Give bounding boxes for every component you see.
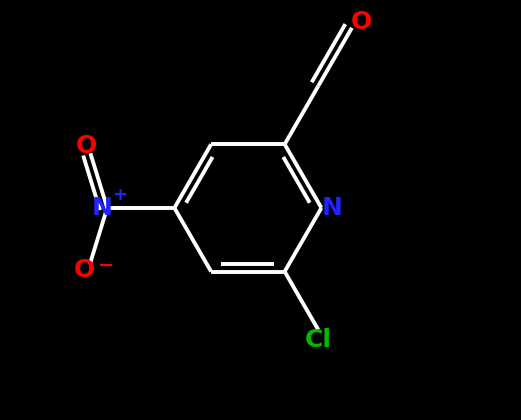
Text: −: − xyxy=(98,256,115,276)
Text: O: O xyxy=(76,134,97,158)
Text: N: N xyxy=(321,196,342,220)
Text: O: O xyxy=(73,258,95,282)
Text: O: O xyxy=(351,10,371,34)
Text: Cl: Cl xyxy=(305,328,332,352)
Text: +: + xyxy=(113,186,127,204)
Text: N: N xyxy=(92,196,113,220)
